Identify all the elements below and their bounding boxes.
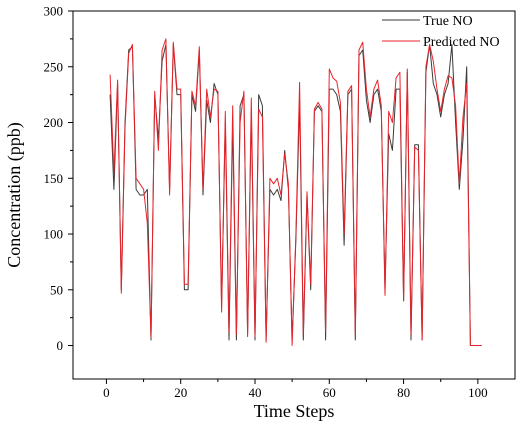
y-tick-label: 0 — [57, 338, 64, 353]
x-tick-label: 60 — [323, 385, 336, 400]
legend-label-predicted: Predicted NO — [423, 35, 500, 50]
x-tick-label: 80 — [397, 385, 410, 400]
y-tick-label: 250 — [44, 59, 64, 74]
series-line-predicted — [109, 38, 482, 346]
plot-lines — [109, 38, 482, 346]
y-tick-label: 200 — [44, 115, 64, 130]
y-axis-title: Concentration (ppb) — [4, 122, 25, 267]
x-tick-label: 100 — [468, 385, 488, 400]
y-axis-ticks: 0 50 100 150 200 250 300 — [44, 4, 73, 353]
x-tick-label: 20 — [174, 385, 187, 400]
x-tick-label: 40 — [249, 385, 262, 400]
y-tick-label: 300 — [44, 4, 64, 19]
legend-label-true: True NO — [423, 14, 473, 29]
y-tick-label: 50 — [50, 282, 63, 297]
x-tick-label: 0 — [103, 385, 110, 400]
x-axis-ticks: 0 20 40 60 80 100 — [103, 379, 488, 400]
plot-frame — [72, 10, 516, 380]
x-axis-title: Time Steps — [254, 401, 335, 421]
legend: True NO Predicted NO — [382, 14, 500, 50]
y-tick-label: 100 — [44, 227, 64, 242]
y-tick-label: 150 — [44, 171, 64, 186]
